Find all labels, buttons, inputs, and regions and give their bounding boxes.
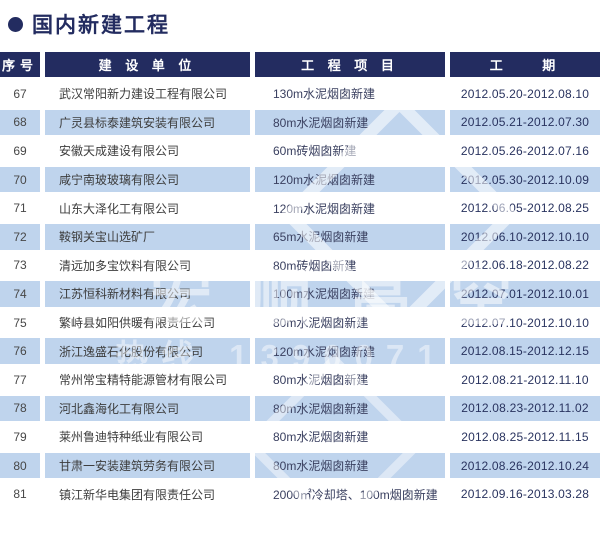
cell-company: 江苏恒科新材料有限公司 <box>45 281 250 307</box>
cell-no: 70 <box>0 166 40 193</box>
cell-project: 130m水泥烟囱新建 <box>255 81 445 107</box>
cell-company: 镇江新华电集团有限责任公司 <box>45 481 250 507</box>
bullet-icon <box>8 16 23 32</box>
cell-period: 2012.09.16-2013.03.28 <box>450 481 600 507</box>
cell-period: 2012.05.30-2012.10.09 <box>450 166 600 193</box>
table-row: 70 咸宁南玻玻璃有限公司 120m水泥烟囱新建 2012.05.30-2012… <box>0 166 600 193</box>
table-row: 79 莱州鲁迪特种纸业有限公司 80m水泥烟囱新建 2012.08.25-201… <box>0 424 600 450</box>
cell-period: 2012.05.20-2012.08.10 <box>450 81 600 107</box>
table-row: 74 江苏恒科新材料有限公司 100m水泥烟囱新建 2012.07.01-201… <box>0 281 600 307</box>
cell-period: 2012.08.26-2012.10.24 <box>450 452 600 479</box>
cell-no: 76 <box>0 338 40 364</box>
cell-project: 2000㎡冷却塔、100m烟囱新建 <box>255 481 445 507</box>
cell-period: 2012.06.10-2012.10.10 <box>450 223 600 250</box>
cell-project: 120m水泥烟囱新建 <box>255 195 445 221</box>
table-row: 80 甘肃一安装建筑劳务有限公司 80m水泥烟囱新建 2012.08.26-20… <box>0 452 600 479</box>
cell-period: 2012.07.10-2012.10.10 <box>450 309 600 336</box>
cell-project: 120m水泥烟囱新建 <box>255 166 445 193</box>
cell-project: 80m水泥烟囱新建 <box>255 452 445 479</box>
cell-project: 100m水泥烟囱新建 <box>255 281 445 307</box>
table-row: 72 鞍钢关宝山选矿厂 65m水泥烟囱新建 2012.06.10-2012.10… <box>0 223 600 250</box>
table-row: 73 清远加多宝饮料有限公司 80m砖烟囱新建 2012.06.18-2012.… <box>0 252 600 279</box>
cell-period: 2012.08.15-2012.12.15 <box>450 338 600 364</box>
cell-company: 山东大泽化工有限公司 <box>45 195 250 221</box>
table-row: 77 常州常宝精特能源管材有限公司 80m水泥烟囱新建 2012.08.21-2… <box>0 366 600 393</box>
cell-project: 80m水泥烟囱新建 <box>255 424 445 450</box>
table-body: 67 武汉常阳新力建设工程有限公司 130m水泥烟囱新建 2012.05.20-… <box>0 81 600 507</box>
table-header-period: 工 期 <box>450 52 600 77</box>
cell-company: 莱州鲁迪特种纸业有限公司 <box>45 424 250 450</box>
table-row: 81 镇江新华电集团有限责任公司 2000㎡冷却塔、100m烟囱新建 2012.… <box>0 481 600 507</box>
cell-no: 79 <box>0 424 40 450</box>
cell-company: 繁峙县如阳供暖有限责任公司 <box>45 309 250 336</box>
table-header-company: 建 设 单 位 <box>45 52 250 77</box>
cell-project: 60m砖烟囱新建 <box>255 138 445 164</box>
cell-company: 河北鑫海化工有限公司 <box>45 395 250 422</box>
cell-no: 69 <box>0 138 40 164</box>
cell-period: 2012.05.21-2012.07.30 <box>450 109 600 136</box>
cell-company: 咸宁南玻玻璃有限公司 <box>45 166 250 193</box>
page-title: 国内新建工程 <box>32 14 170 37</box>
cell-company: 鞍钢关宝山选矿厂 <box>45 223 250 250</box>
cell-no: 78 <box>0 395 40 422</box>
cell-no: 80 <box>0 452 40 479</box>
cell-project: 80m水泥烟囱新建 <box>255 309 445 336</box>
cell-project: 65m水泥烟囱新建 <box>255 223 445 250</box>
cell-period: 2012.06.05-2012.08.25 <box>450 195 600 221</box>
cell-company: 广灵县标泰建筑安装有限公司 <box>45 109 250 136</box>
table-row: 75 繁峙县如阳供暖有限责任公司 80m水泥烟囱新建 2012.07.10-20… <box>0 309 600 336</box>
cell-period: 2012.05.26-2012.07.16 <box>450 138 600 164</box>
cell-period: 2012.08.23-2012.11.02 <box>450 395 600 422</box>
cell-no: 81 <box>0 481 40 507</box>
cell-period: 2012.08.25-2012.11.15 <box>450 424 600 450</box>
cell-project: 120m水泥烟囱新建 <box>255 338 445 364</box>
table-row: 76 浙江逸盛石化股份有限公司 120m水泥烟囱新建 2012.08.15-20… <box>0 338 600 364</box>
cell-period: 2012.08.21-2012.11.10 <box>450 366 600 393</box>
table-row: 69 安徽天成建设有限公司 60m砖烟囱新建 2012.05.26-2012.0… <box>0 138 600 164</box>
cell-company: 浙江逸盛石化股份有限公司 <box>45 338 250 364</box>
table-row: 68 广灵县标泰建筑安装有限公司 80m水泥烟囱新建 2012.05.21-20… <box>0 109 600 136</box>
cell-period: 2012.06.18-2012.08.22 <box>450 252 600 279</box>
cell-company: 武汉常阳新力建设工程有限公司 <box>45 81 250 107</box>
table-row: 78 河北鑫海化工有限公司 80m水泥烟囱新建 2012.08.23-2012.… <box>0 395 600 422</box>
cell-project: 80m水泥烟囱新建 <box>255 109 445 136</box>
cell-project: 80m砖烟囱新建 <box>255 252 445 279</box>
cell-project: 80m水泥烟囱新建 <box>255 366 445 393</box>
table-header-row: 序号 建 设 单 位 工 程 项 目 工 期 <box>0 52 600 77</box>
cell-no: 67 <box>0 81 40 107</box>
cell-company: 安徽天成建设有限公司 <box>45 138 250 164</box>
cell-no: 73 <box>0 252 40 279</box>
cell-no: 74 <box>0 281 40 307</box>
table-row: 71 山东大泽化工有限公司 120m水泥烟囱新建 2012.06.05-2012… <box>0 195 600 221</box>
cell-company: 清远加多宝饮料有限公司 <box>45 252 250 279</box>
cell-no: 71 <box>0 195 40 221</box>
cell-company: 甘肃一安装建筑劳务有限公司 <box>45 452 250 479</box>
table-header-no: 序号 <box>0 52 40 77</box>
table-header-project: 工 程 项 目 <box>255 52 445 77</box>
page-title-bar: 国内新建工程 <box>0 0 600 44</box>
table-row: 67 武汉常阳新力建设工程有限公司 130m水泥烟囱新建 2012.05.20-… <box>0 81 600 107</box>
cell-no: 68 <box>0 109 40 136</box>
cell-no: 77 <box>0 366 40 393</box>
cell-period: 2012.07.01-2012.10.01 <box>450 281 600 307</box>
cell-company: 常州常宝精特能源管材有限公司 <box>45 366 250 393</box>
cell-no: 72 <box>0 223 40 250</box>
cell-project: 80m水泥烟囱新建 <box>255 395 445 422</box>
cell-no: 75 <box>0 309 40 336</box>
